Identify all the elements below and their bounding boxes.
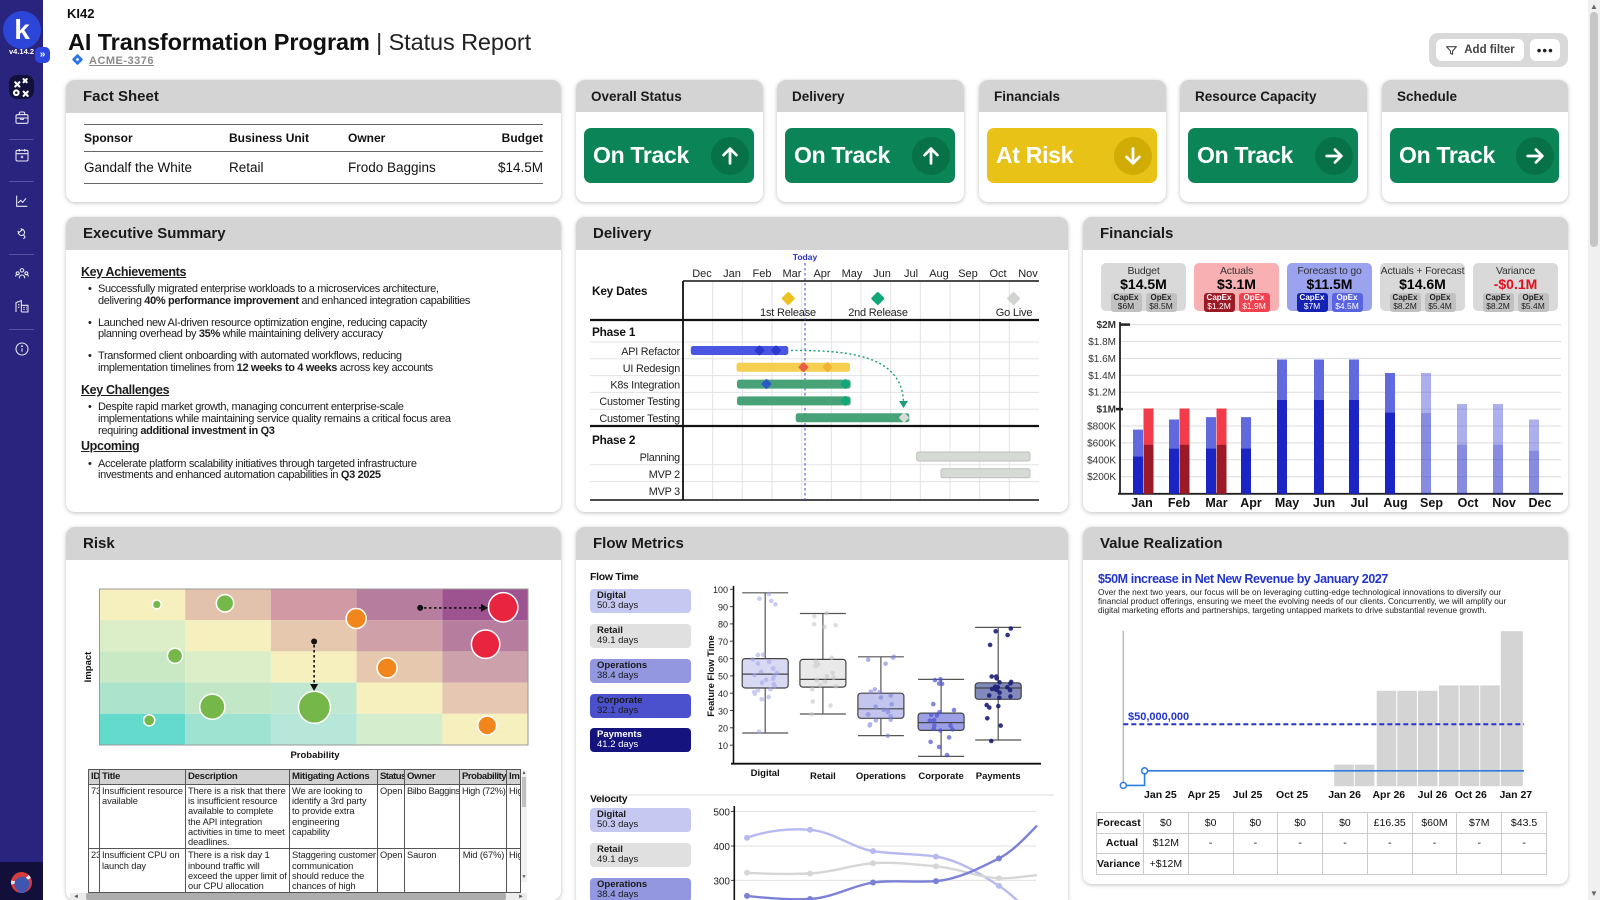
svg-text:Apr: Apr [1240,496,1262,510]
svg-text:$800K: $800K [1087,422,1116,433]
svg-text:Jul 25: Jul 25 [1233,789,1263,801]
svg-text:May: May [1275,496,1299,510]
svg-text:API Refactor: API Refactor [621,346,680,358]
svg-text:$400K: $400K [1087,455,1116,466]
svg-text:UI Redesign: UI Redesign [623,363,680,375]
svg-text:Nov: Nov [1018,268,1038,280]
svg-text:Operations: Operations [856,771,906,782]
svg-text:$50,000,000: $50,000,000 [1128,711,1189,723]
svg-text:Jan 25: Jan 25 [1144,789,1177,801]
svg-text:Today: Today [793,252,818,262]
svg-text:Oct 26: Oct 26 [1455,789,1487,801]
svg-text:Jan 26: Jan 26 [1328,789,1361,801]
svg-text:100: 100 [713,585,728,595]
svg-text:Aug: Aug [929,268,949,280]
svg-text:Apr 25: Apr 25 [1187,789,1220,801]
svg-text:Feb: Feb [753,268,772,280]
svg-text:$1.6M: $1.6M [1088,354,1116,365]
svg-text:Phase 1: Phase 1 [592,325,636,339]
svg-text:$1.4M: $1.4M [1088,371,1116,382]
svg-text:Oct 25: Oct 25 [1276,789,1308,801]
svg-text:Jun: Jun [1313,496,1335,510]
svg-text:50: 50 [718,672,728,682]
svg-text:Feb: Feb [1168,496,1191,510]
svg-text:K8s Integration: K8s Integration [610,380,680,392]
svg-text:Jan: Jan [723,268,741,280]
svg-text:Payments: Payments [976,771,1021,782]
svg-text:Impact: Impact [83,651,94,682]
svg-text:May: May [842,268,863,280]
svg-text:Planning: Planning [640,452,681,464]
svg-text:Nov: Nov [1492,496,1516,510]
svg-text:$2M: $2M [1097,320,1116,331]
svg-text:$1.8M: $1.8M [1088,337,1116,348]
svg-text:Jul 26: Jul 26 [1418,789,1448,801]
svg-text:30: 30 [718,706,728,716]
svg-text:10: 10 [718,741,728,751]
svg-text:$1.2M: $1.2M [1088,388,1116,399]
svg-text:Sep: Sep [958,268,978,280]
svg-text:70: 70 [718,637,728,647]
svg-text:20: 20 [718,724,728,734]
svg-text:Jul: Jul [904,268,918,280]
svg-text:Dec: Dec [1529,496,1552,510]
svg-text:Customer Testing: Customer Testing [599,413,680,425]
svg-text:Aug: Aug [1383,496,1407,510]
svg-text:Jun: Jun [873,268,891,280]
svg-text:400: 400 [713,842,730,853]
svg-text:300: 300 [713,876,730,887]
svg-text:$600K: $600K [1087,438,1116,449]
svg-text:Jul: Jul [1350,496,1368,510]
svg-text:1st Release: 1st Release [760,307,816,319]
svg-text:Oct: Oct [1458,496,1480,510]
svg-text:Dec: Dec [692,268,712,280]
svg-text:Jan 27: Jan 27 [1499,789,1532,801]
svg-text:Retail: Retail [810,771,836,782]
svg-text:90: 90 [718,602,728,612]
svg-text:500: 500 [713,808,730,819]
svg-text:Jan: Jan [1131,496,1153,510]
svg-text:Apr 26: Apr 26 [1372,789,1405,801]
svg-text:Digital: Digital [751,768,780,779]
svg-text:MVP 2: MVP 2 [649,469,680,481]
svg-text:Phase 2: Phase 2 [592,433,636,447]
svg-text:MVP 3: MVP 3 [649,486,680,498]
svg-text:Mar: Mar [783,268,802,280]
svg-text:40: 40 [718,689,728,699]
svg-text:Customer Testing: Customer Testing [599,396,680,408]
svg-text:2nd Release: 2nd Release [848,307,908,319]
svg-text:60: 60 [718,654,728,664]
svg-text:Feature Flow Time: Feature Flow Time [706,635,716,716]
svg-text:Oct: Oct [989,268,1006,280]
svg-text:Sep: Sep [1420,496,1443,510]
svg-text:Corporate: Corporate [918,771,963,782]
svg-text:Key Dates: Key Dates [592,284,648,298]
svg-text:Apr: Apr [813,268,830,280]
svg-text:$1M: $1M [1097,405,1116,416]
svg-text:Mar: Mar [1205,496,1227,510]
svg-text:Probability: Probability [290,750,340,760]
svg-text:Go Live: Go Live [996,307,1033,319]
svg-text:80: 80 [718,620,728,630]
svg-text:$200K: $200K [1087,472,1116,483]
